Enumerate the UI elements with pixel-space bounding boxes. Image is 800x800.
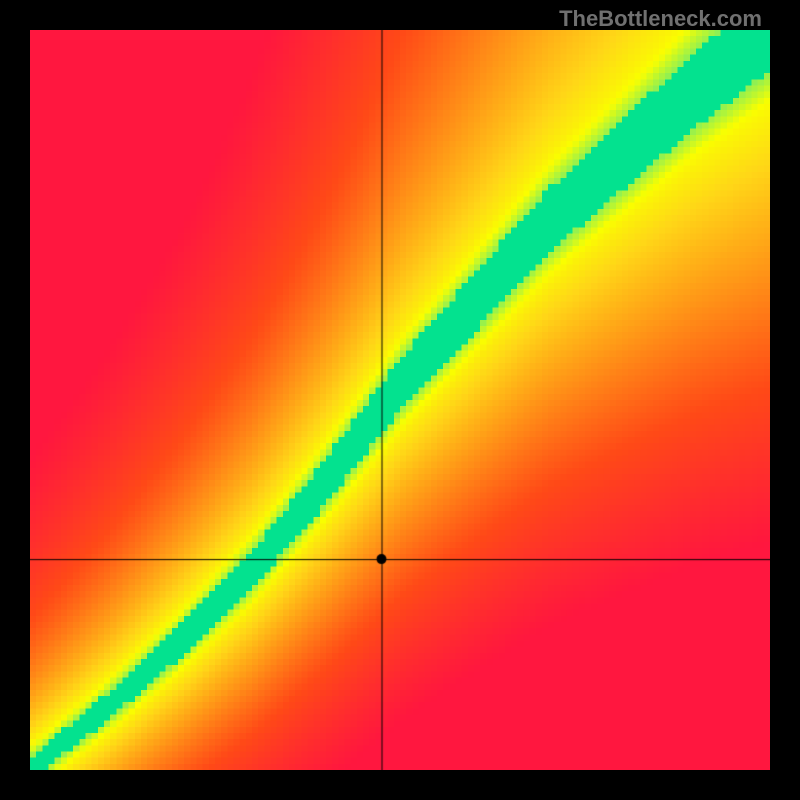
bottleneck-heatmap xyxy=(30,30,770,770)
chart-container: TheBottleneck.com xyxy=(0,0,800,800)
watermark-text: TheBottleneck.com xyxy=(559,6,762,32)
